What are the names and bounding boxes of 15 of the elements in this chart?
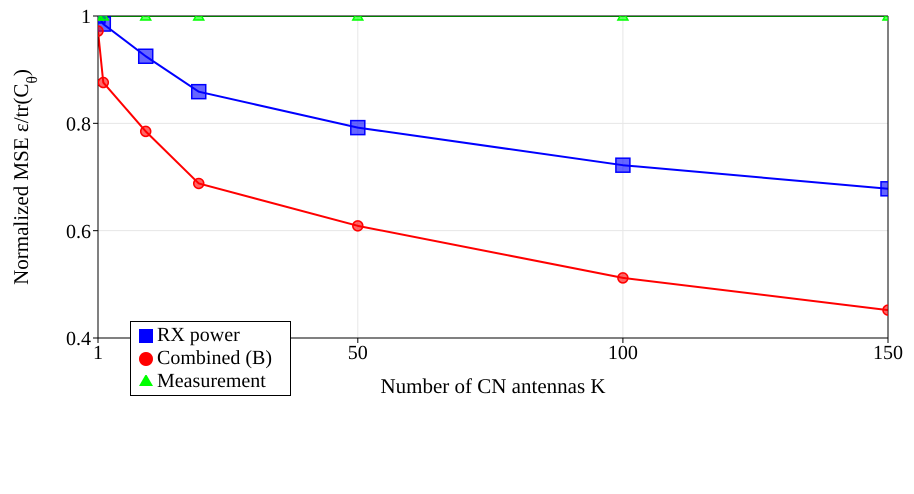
legend-label: Combined (B): [157, 347, 272, 369]
point: [352, 220, 364, 232]
legend-label: RX power: [157, 324, 240, 346]
legend-label: Measurement: [157, 370, 266, 392]
point: [192, 178, 204, 190]
y-tick-label: 0.4: [66, 328, 91, 350]
y-tick-label: 0.8: [66, 113, 91, 136]
x-tick-label: 150: [873, 342, 903, 364]
y-tick-label: 0.6: [66, 220, 91, 243]
point: [140, 126, 152, 138]
x-axis-title: Number of CN antennas K: [380, 374, 606, 398]
y-tick-label: 1: [81, 6, 91, 28]
x-tick-label: 100: [608, 342, 638, 364]
x-tick-label: 50: [348, 342, 368, 364]
point: [350, 120, 366, 136]
